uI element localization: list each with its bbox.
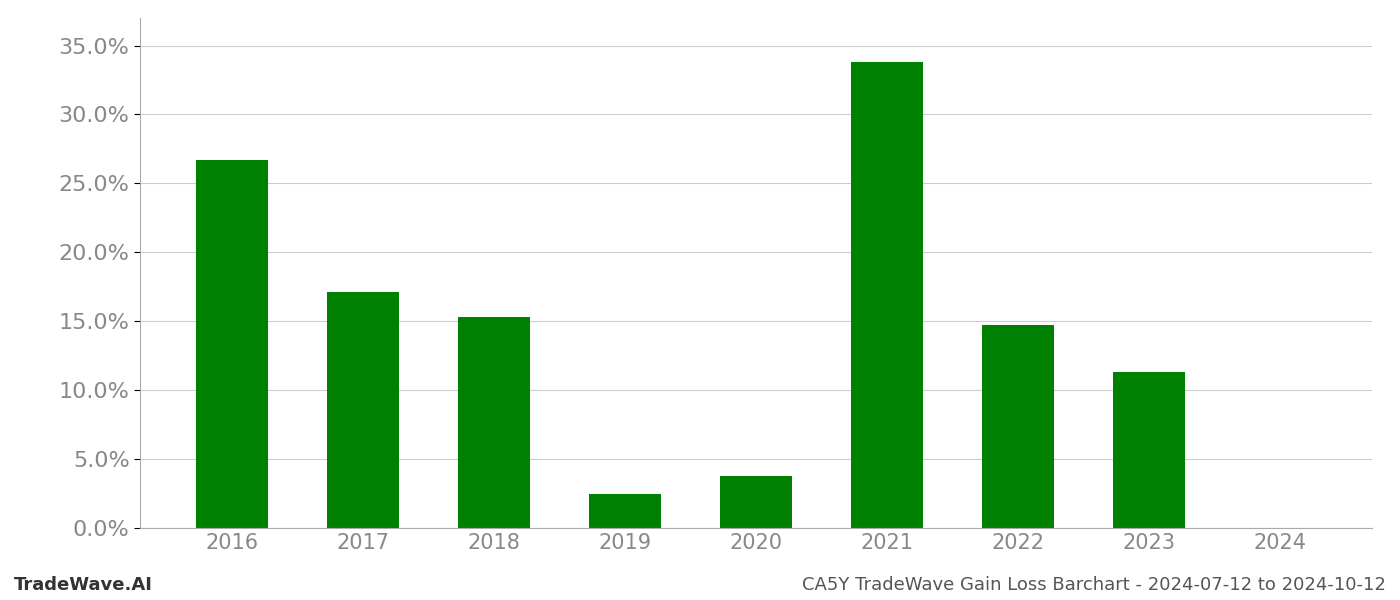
Bar bbox=[851, 62, 923, 528]
Bar bbox=[589, 494, 661, 528]
Text: CA5Y TradeWave Gain Loss Barchart - 2024-07-12 to 2024-10-12: CA5Y TradeWave Gain Loss Barchart - 2024… bbox=[802, 576, 1386, 594]
Bar bbox=[981, 325, 1054, 528]
Text: TradeWave.AI: TradeWave.AI bbox=[14, 576, 153, 594]
Bar bbox=[328, 292, 399, 528]
Bar bbox=[1113, 372, 1184, 528]
Bar bbox=[196, 160, 267, 528]
Bar bbox=[720, 476, 792, 528]
Bar bbox=[458, 317, 531, 528]
